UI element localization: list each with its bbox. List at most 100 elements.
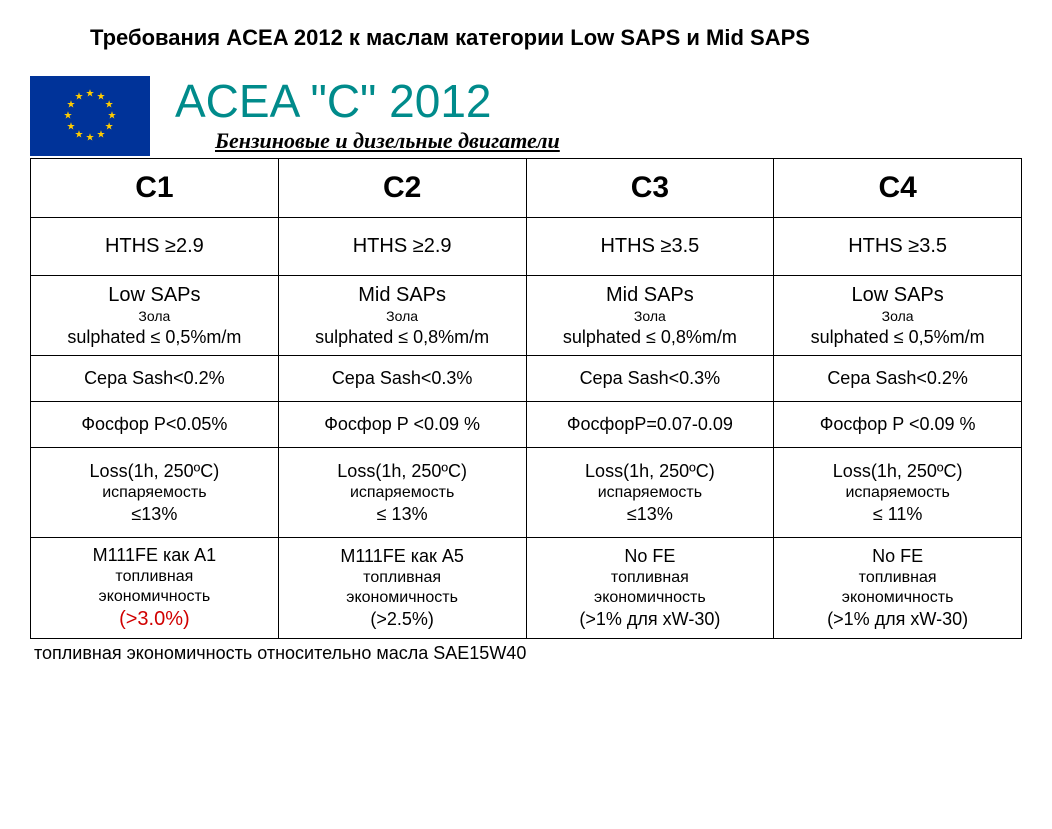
cell-text: Сера Sash<0.2% — [778, 367, 1017, 390]
header-row: ★★★★★★★★★★★★ ACEA "C" 2012 Бензиновые и … — [30, 76, 1022, 156]
cell-text: экономичность — [531, 588, 770, 608]
cell-sera-1: Сера Sash<0.3% — [278, 356, 526, 402]
cell-text: экономичность — [35, 587, 274, 607]
cell-text: HTHS ≥2.9 — [35, 234, 274, 259]
cell-text: Зола — [531, 308, 770, 326]
cell-text: Сера Sash<0.3% — [283, 367, 522, 390]
sub-heading: Бензиновые и дизельные двигатели — [215, 128, 560, 154]
cell-text: (>3.0%) — [35, 607, 274, 632]
cell-sera-2: Сера Sash<0.3% — [526, 356, 774, 402]
cell-text: испаряемость — [35, 483, 274, 503]
cell-sera-0: Сера Sash<0.2% — [31, 356, 279, 402]
cell-text: (>1% для xW-30) — [778, 608, 1017, 631]
cell-text: испаряемость — [283, 483, 522, 503]
cell-text: Loss(1h, 250ºC) — [778, 460, 1017, 483]
table-row-fe: M111FE как A1топливнаяэкономичность(>3.0… — [31, 538, 1022, 639]
cell-text: экономичность — [283, 588, 522, 608]
cell-phos-3: Фосфор P <0.09 % — [774, 402, 1022, 448]
cell-text: Loss(1h, 250ºC) — [283, 460, 522, 483]
cell-text: топливная — [778, 568, 1017, 588]
cell-hths-1: HTHS ≥2.9 — [278, 218, 526, 276]
cell-loss-2: Loss(1h, 250ºC)испаряемость≤13% — [526, 448, 774, 538]
table-header-row: C1C2C3C4 — [31, 159, 1022, 218]
cell-text: Фосфор P<0.05% — [35, 413, 274, 436]
cell-text: топливная — [283, 568, 522, 588]
cell-text: sulphated ≤ 0,8%m/m — [283, 326, 522, 349]
eu-star: ★ — [97, 130, 106, 141]
cell-text: ФосфорP=0.07-0.09 — [531, 413, 770, 436]
cell-fe-2: No FEтопливнаяэкономичность(>1% для xW-3… — [526, 538, 774, 639]
cell-text: M111FE как A5 — [283, 545, 522, 568]
cell-text: HTHS ≥2.9 — [283, 234, 522, 259]
page-title: Требования ACEA 2012 к маслам категории … — [90, 25, 1022, 51]
cell-text: топливная — [35, 567, 274, 587]
cell-text: (>2.5%) — [283, 608, 522, 631]
table-row-saps: Low SAPsЗолаsulphated ≤ 0,5%m/mMid SAPsЗ… — [31, 276, 1022, 356]
spec-table: C1C2C3C4 HTHS ≥2.9 HTHS ≥2.9 HTHS ≥3.5HTHS… — [30, 158, 1022, 639]
eu-star: ★ — [86, 133, 95, 144]
cell-text: ≤ 11% — [778, 503, 1017, 526]
table-row-phos: Фосфор P<0.05% Фосфор P <0.09 % ФосфорP=0.… — [31, 402, 1022, 448]
cell-fe-0: M111FE как A1топливнаяэкономичность(>3.0… — [31, 538, 279, 639]
cell-saps-0: Low SAPsЗолаsulphated ≤ 0,5%m/m — [31, 276, 279, 356]
cell-text: Фосфор P <0.09 % — [283, 413, 522, 436]
cell-text: Mid SAPs — [283, 283, 522, 308]
cell-phos-0: Фосфор P<0.05% — [31, 402, 279, 448]
footnote: топливная экономичность относительно мас… — [34, 643, 1022, 664]
cell-text: Loss(1h, 250ºC) — [531, 460, 770, 483]
cell-text: топливная — [531, 568, 770, 588]
table-row-sera: Сера Sash<0.2% Сера Sash<0.3% Сера Sash<0.… — [31, 356, 1022, 402]
cell-text: испаряемость — [778, 483, 1017, 503]
eu-star: ★ — [66, 122, 75, 133]
cell-text: M111FE как A1 — [35, 544, 274, 567]
eu-star: ★ — [75, 91, 84, 102]
cell-text: sulphated ≤ 0,5%m/m — [778, 326, 1017, 349]
cell-text: sulphated ≤ 0,5%m/m — [35, 326, 274, 349]
cell-hths-2: HTHS ≥3.5 — [526, 218, 774, 276]
eu-star: ★ — [75, 130, 84, 141]
cell-phos-1: Фосфор P <0.09 % — [278, 402, 526, 448]
cell-text: HTHS ≥3.5 — [531, 234, 770, 259]
cell-text: (>1% для xW-30) — [531, 608, 770, 631]
col-header-c3: C3 — [526, 159, 774, 218]
cell-text: Зола — [283, 308, 522, 326]
cell-text: Зола — [35, 308, 274, 326]
eu-star: ★ — [105, 122, 114, 133]
cell-hths-0: HTHS ≥2.9 — [31, 218, 279, 276]
cell-text: Сера Sash<0.3% — [531, 367, 770, 390]
col-header-c2: C2 — [278, 159, 526, 218]
main-heading: ACEA "C" 2012 — [175, 78, 560, 124]
title-block: ACEA "C" 2012 Бензиновые и дизельные дви… — [175, 78, 560, 156]
cell-hths-3: HTHS ≥3.5 — [774, 218, 1022, 276]
cell-text: Зола — [778, 308, 1017, 326]
eu-star: ★ — [108, 111, 117, 122]
cell-text: Loss(1h, 250ºC) — [35, 460, 274, 483]
cell-text: No FE — [531, 545, 770, 568]
eu-star: ★ — [86, 89, 95, 100]
cell-fe-3: No FEтопливнаяэкономичность(>1% для xW-3… — [774, 538, 1022, 639]
cell-text: sulphated ≤ 0,8%m/m — [531, 326, 770, 349]
eu-star: ★ — [105, 100, 114, 111]
eu-flag-stars: ★★★★★★★★★★★★ — [65, 91, 115, 141]
cell-text: No FE — [778, 545, 1017, 568]
col-header-c4: C4 — [774, 159, 1022, 218]
table-row-loss: Loss(1h, 250ºC)испаряемость≤13%Loss(1h, … — [31, 448, 1022, 538]
cell-loss-3: Loss(1h, 250ºC)испаряемость≤ 11% — [774, 448, 1022, 538]
eu-flag: ★★★★★★★★★★★★ — [30, 76, 150, 156]
col-header-c1: C1 — [31, 159, 279, 218]
cell-text: экономичность — [778, 588, 1017, 608]
cell-text: Low SAPs — [778, 283, 1017, 308]
cell-saps-1: Mid SAPsЗолаsulphated ≤ 0,8%m/m — [278, 276, 526, 356]
cell-text: ≤13% — [531, 503, 770, 526]
cell-text: ≤13% — [35, 503, 274, 526]
cell-loss-0: Loss(1h, 250ºC)испаряемость≤13% — [31, 448, 279, 538]
table-row-hths: HTHS ≥2.9 HTHS ≥2.9 HTHS ≥3.5HTHS ≥3.5 — [31, 218, 1022, 276]
cell-fe-1: M111FE как A5топливнаяэкономичность(>2.5… — [278, 538, 526, 639]
cell-loss-1: Loss(1h, 250ºC)испаряемость≤ 13% — [278, 448, 526, 538]
cell-text: испаряемость — [531, 483, 770, 503]
cell-text: Сера Sash<0.2% — [35, 367, 274, 390]
cell-saps-2: Mid SAPsЗолаsulphated ≤ 0,8%m/m — [526, 276, 774, 356]
eu-star: ★ — [64, 111, 73, 122]
cell-text: Mid SAPs — [531, 283, 770, 308]
cell-text: Фосфор P <0.09 % — [778, 413, 1017, 436]
